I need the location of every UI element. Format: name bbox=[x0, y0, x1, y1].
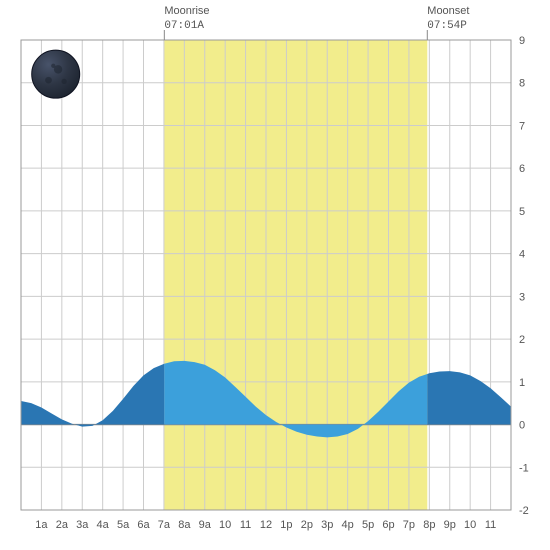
x-tick-label: 2p bbox=[301, 519, 313, 531]
y-tick-label: 0 bbox=[519, 420, 525, 432]
x-tick-label: 10 bbox=[219, 519, 231, 531]
y-tick-label: 1 bbox=[519, 377, 525, 389]
y-tick-label: -1 bbox=[519, 462, 529, 474]
y-tick-label: -2 bbox=[519, 505, 529, 517]
moon-icon bbox=[32, 50, 80, 98]
moonrise-time: 07:01A bbox=[164, 20, 204, 32]
chart-svg: -2-101234567891a2a3a4a5a6a7a8a9a1011121p… bbox=[0, 0, 550, 550]
x-tick-label: 11 bbox=[485, 519, 496, 531]
x-tick-label: 12 bbox=[260, 519, 272, 531]
x-tick-label: 3a bbox=[76, 519, 89, 531]
x-tick-label: 8a bbox=[178, 519, 191, 531]
x-tick-label: 1a bbox=[35, 519, 48, 531]
x-tick-label: 7p bbox=[403, 519, 415, 531]
y-tick-label: 8 bbox=[519, 78, 525, 90]
x-tick-label: 7a bbox=[158, 519, 171, 531]
x-tick-label: 4a bbox=[97, 519, 110, 531]
x-tick-label: 6a bbox=[137, 519, 150, 531]
y-tick-label: 9 bbox=[519, 35, 525, 47]
x-tick-label: 5p bbox=[362, 519, 374, 531]
tide-chart: -2-101234567891a2a3a4a5a6a7a8a9a1011121p… bbox=[0, 0, 550, 550]
y-tick-label: 3 bbox=[519, 291, 525, 303]
y-tick-label: 5 bbox=[519, 206, 525, 218]
x-tick-label: 6p bbox=[382, 519, 394, 531]
y-tick-label: 2 bbox=[519, 334, 525, 346]
moonset-label: Moonset bbox=[427, 5, 469, 17]
x-tick-label: 5a bbox=[117, 519, 130, 531]
y-tick-label: 6 bbox=[519, 163, 525, 175]
x-tick-label: 8p bbox=[423, 519, 435, 531]
x-tick-label: 9p bbox=[444, 519, 456, 531]
x-tick-label: 4p bbox=[342, 519, 354, 531]
x-tick-label: 11 bbox=[240, 519, 251, 531]
x-tick-label: 10 bbox=[464, 519, 476, 531]
daylight-band bbox=[164, 40, 427, 510]
y-tick-label: 7 bbox=[519, 120, 525, 132]
x-tick-label: 9a bbox=[199, 519, 212, 531]
y-tick-label: 4 bbox=[519, 249, 525, 261]
moonrise-label: Moonrise bbox=[164, 5, 209, 17]
x-tick-label: 2a bbox=[56, 519, 69, 531]
x-tick-label: 1p bbox=[280, 519, 292, 531]
moonset-time: 07:54P bbox=[427, 20, 467, 32]
x-tick-label: 3p bbox=[321, 519, 333, 531]
